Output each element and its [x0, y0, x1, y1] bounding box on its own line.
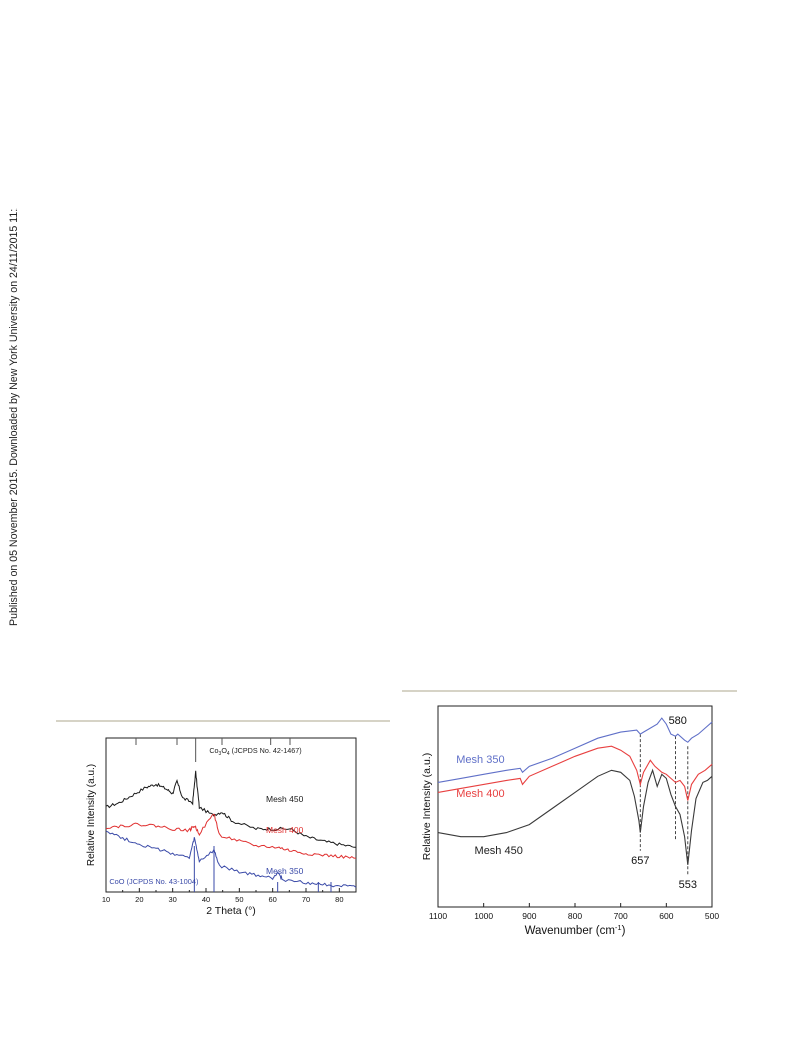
series-label-mesh-450: Mesh 450 — [475, 845, 523, 857]
xrd-x-ticks: 10 20 30 40 50 60 70 80 — [102, 888, 357, 904]
xrd-series-line — [105, 830, 357, 888]
peak-annotation-580: 580 — [669, 715, 687, 727]
xrd-x-tick-label: 50 — [235, 895, 243, 904]
ftir-series-group — [437, 717, 713, 865]
series-label-mesh-350: Mesh 350 — [456, 754, 504, 766]
ftir-x-tick-label: 800 — [568, 911, 582, 921]
xrd-chart-svg: 10 20 30 40 50 60 70 80 Co3O4 (JCPDS No. 42-146… — [86, 737, 357, 917]
xrd-y-axis-label: Relative Intensity (a.u.) — [86, 764, 97, 866]
ftir-x-ticks: 1100 1000 900 800 700 600 500 — [429, 903, 719, 921]
ftir-x-tick-label: 1000 — [474, 911, 493, 921]
xrd-series-line — [105, 813, 356, 859]
xrd-x-axis-label: 2 Theta (°) — [206, 905, 256, 917]
ftir-series-line — [437, 768, 713, 865]
xrd-x-tick-label: 30 — [168, 895, 176, 904]
coo-reference-label: CoO (JCPDS No. 43-1004) — [109, 877, 198, 886]
publication-sidenote-svg: Published on 05 November 2015. Downloade… — [8, 208, 20, 626]
xrd-x-tick-label: 40 — [202, 895, 210, 904]
peak-annotation-657: 657 — [631, 855, 649, 867]
series-label-mesh-400: Mesh 400 — [266, 825, 304, 835]
ftir-chart: 1100 1000 900 800 700 600 500 580 657 553 Mesh… — [418, 700, 723, 940]
ftir-plot-frame — [437, 705, 713, 908]
ftir-y-axis-label: Relative Intensity (a.u.) — [421, 753, 433, 860]
ftir-series-line — [437, 717, 713, 783]
ftir-series-line — [437, 745, 713, 801]
right-divider-rule — [402, 690, 737, 692]
xrd-reference-lines — [135, 738, 332, 892]
ftir-x-tick-label: 600 — [659, 911, 673, 921]
ftir-x-tick-label: 1100 — [429, 911, 448, 921]
xrd-x-tick-label: 80 — [335, 895, 343, 904]
xrd-x-tick-label: 70 — [302, 895, 310, 904]
xrd-x-tick-label: 20 — [135, 895, 143, 904]
ftir-chart-svg: 1100 1000 900 800 700 600 500 580 657 553 Mesh… — [421, 705, 719, 937]
xrd-chart: 10 20 30 40 50 60 70 80 Co3O4 (JCPDS No. 42-146… — [84, 734, 364, 922]
ftir-x-tick-label: 500 — [705, 911, 719, 921]
series-label-mesh-450: Mesh 450 — [266, 794, 304, 804]
peak-annotation-553: 553 — [679, 879, 697, 891]
xrd-series-line — [105, 770, 356, 848]
series-label-mesh-350: Mesh 350 — [266, 866, 304, 876]
publication-sidenote-text: Published on 05 November 2015. Downloade… — [8, 208, 20, 626]
ftir-x-tick-label: 900 — [522, 911, 536, 921]
xrd-x-tick-label: 60 — [268, 895, 276, 904]
xrd-series-group — [105, 770, 357, 888]
ftir-x-axis-label: Wavenumber (cm-1) — [525, 923, 626, 937]
series-label-mesh-400: Mesh 400 — [456, 788, 504, 800]
publication-sidenote: Published on 05 November 2015. Downloade… — [4, 208, 24, 628]
xrd-x-tick-label: 10 — [102, 895, 110, 904]
ftir-peak-guides — [639, 734, 689, 875]
xrd-plot-frame — [105, 737, 357, 893]
left-divider-rule — [56, 720, 390, 722]
co3o4-reference-label: Co3O4 (JCPDS No. 42-1467) — [209, 746, 301, 757]
ftir-x-tick-label: 700 — [614, 911, 628, 921]
